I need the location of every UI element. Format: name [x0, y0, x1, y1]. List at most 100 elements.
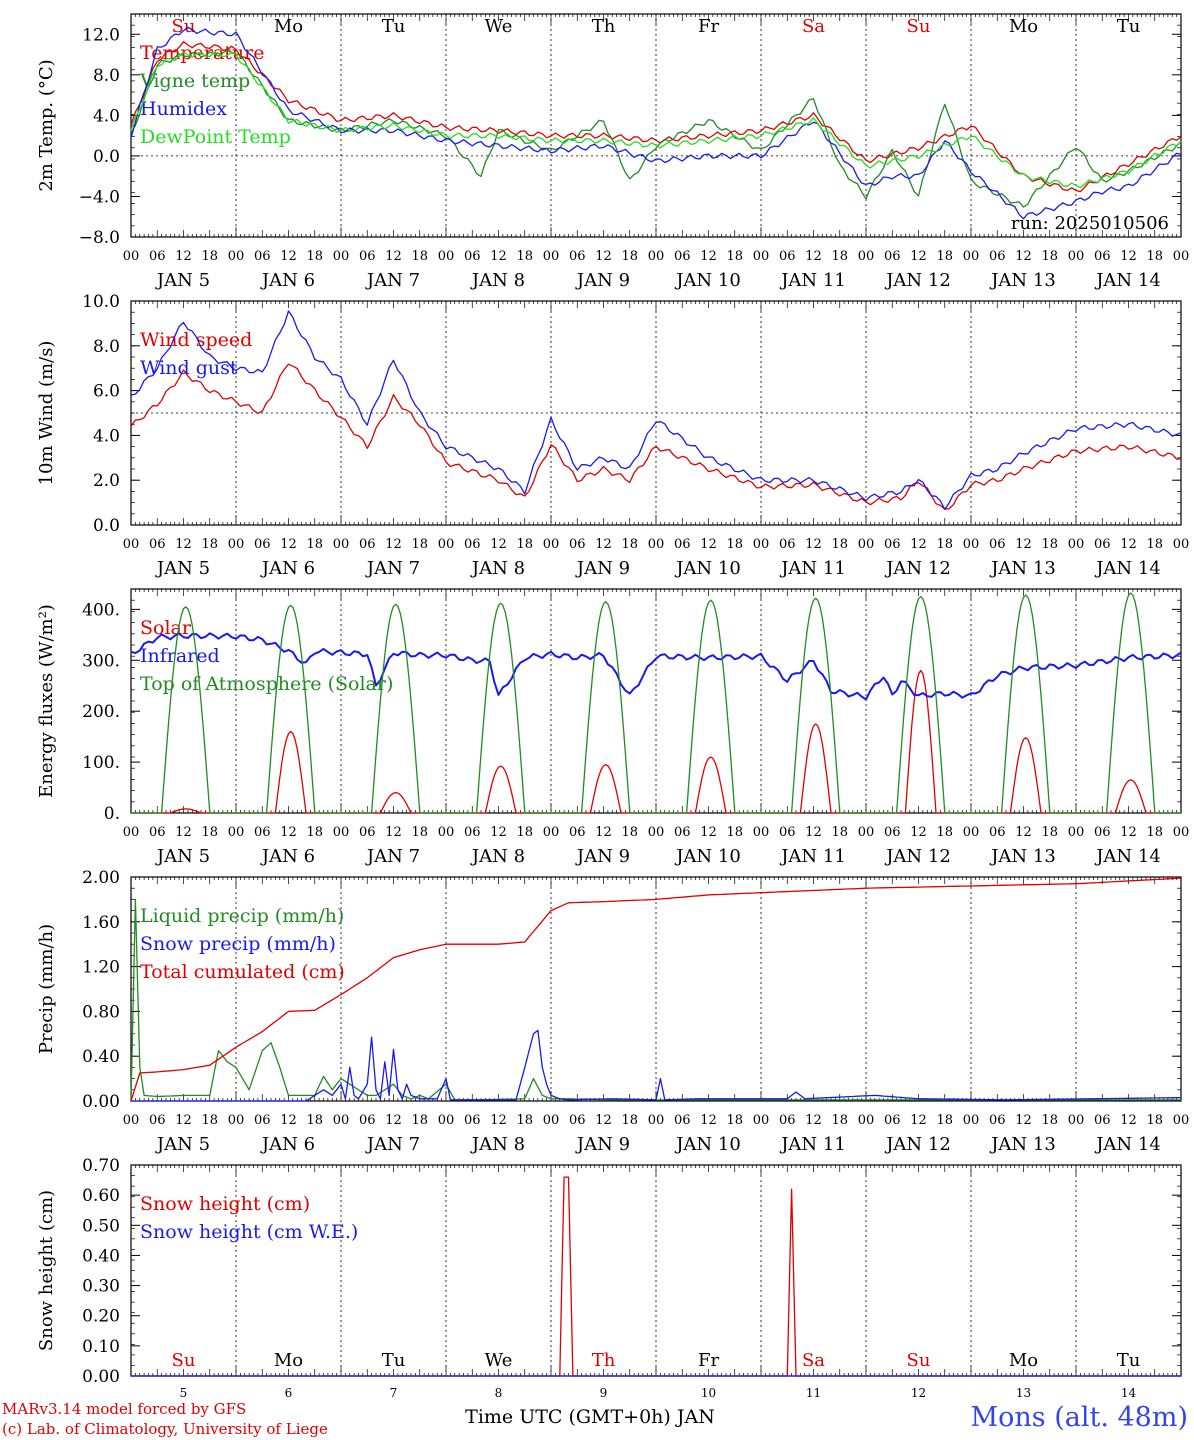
panel-2-ytick-label: 8.0 [93, 337, 120, 357]
panel-1-legend-3: DewPoint Temp [140, 126, 291, 148]
panel-3-hour-label: 00 [753, 825, 770, 840]
panel-3-hour-label: 00 [648, 825, 665, 840]
panel-2-date-label: JAN 11 [779, 558, 846, 579]
panel-4-hour-label: 00 [1068, 1113, 1085, 1128]
panel-5-day-number: 11 [806, 1386, 821, 1400]
panel-1-hour-label: 00 [858, 249, 875, 264]
panel-5-day-number: 14 [1121, 1386, 1137, 1400]
panel-5-ytick-label: 0.40 [82, 1246, 120, 1266]
panel-1-hour-label: 18 [201, 249, 218, 264]
panel-3-hour-label: 00 [1173, 825, 1190, 840]
panel-1-hour-label: 06 [464, 249, 481, 264]
panel-4-hour-label: 18 [726, 1113, 743, 1128]
panel-3-ytick-label: 100. [82, 753, 120, 773]
panel-3-date-label: JAN 7 [365, 846, 420, 867]
panel-1-date-label: JAN 14 [1094, 270, 1161, 291]
panel-3-hour-label: 06 [359, 825, 376, 840]
panel-2-series-wind-speed [130, 363, 1182, 510]
panel-4-hour-label: 12 [1120, 1113, 1137, 1128]
panel-4-hour-label: 00 [963, 1113, 980, 1128]
panel-1-ylabel: 2m Temp. (°C) [36, 59, 57, 191]
panel-3-hour-label: 06 [149, 825, 166, 840]
panel-3-hour-label: 18 [411, 825, 428, 840]
panel-4-hour-label: 12 [805, 1113, 822, 1128]
panel-1-hour-label: 06 [989, 249, 1006, 264]
panel-2-hour-label: 06 [254, 537, 271, 552]
panel-2-series-wind-gust [130, 310, 1182, 510]
panel-3-hour-label: 12 [280, 825, 297, 840]
panel-1-hour-label: 00 [228, 249, 245, 264]
panel-1-date-label: JAN 13 [989, 270, 1056, 291]
panel-4-hour-label: 06 [884, 1113, 901, 1128]
panel-2-legend-1: Wind gust [140, 357, 238, 379]
panel-4-legend-0: Liquid precip (mm/h) [140, 905, 344, 927]
panel-4-ytick-label: 0.40 [82, 1047, 120, 1067]
panel-5-day-name: Fr [698, 1350, 719, 1371]
panel-3-date-label: JAN 13 [989, 846, 1056, 867]
panel-3-hour-label: 12 [805, 825, 822, 840]
panel-3-date-label: JAN 6 [260, 846, 315, 867]
panel-2-hour-label: 12 [1015, 537, 1032, 552]
panel-1-day-name: We [485, 16, 513, 37]
panel-2-hour-label: 00 [648, 537, 665, 552]
panel-4-hour-label: 18 [1041, 1113, 1058, 1128]
panel-5-day-name: We [485, 1350, 513, 1371]
panel-5-xlabel: Time UTC (GMT+0h) JAN [465, 1406, 715, 1428]
panel-2-hour-label: 18 [936, 537, 953, 552]
panel-1-date-label: JAN 9 [575, 270, 630, 291]
panel-1-legend-1: Vigne temp [139, 70, 250, 92]
panel-3-hour-label: 12 [1015, 825, 1032, 840]
panel-1-date-label: JAN 7 [365, 270, 420, 291]
panel-2-hour-label: 06 [989, 537, 1006, 552]
panel-4-ytick-label: 1.20 [82, 958, 120, 978]
panel-2-hour-label: 12 [280, 537, 297, 552]
panel-4-hour-label: 18 [306, 1113, 323, 1128]
panel-4-hour-label: 06 [149, 1113, 166, 1128]
panel-4-hour-label: 12 [385, 1113, 402, 1128]
panel-1-hour-label: 06 [779, 249, 796, 264]
panel-5-ytick-label: 0.70 [82, 1156, 120, 1176]
panel-1-day-name: Su [907, 16, 931, 37]
panel-2-hour-label: 12 [385, 537, 402, 552]
panel-3-hour-label: 18 [516, 825, 533, 840]
panel-4-hour-label: 18 [1146, 1113, 1163, 1128]
panel-3-date-label: JAN 11 [779, 846, 846, 867]
panel-3-series-top-of-atmosphere-solar [131, 592, 1181, 814]
panel-2-hour-label: 06 [1094, 537, 1111, 552]
panel-1-hour-label: 18 [621, 249, 638, 264]
panel-1-hour-label: 00 [1068, 249, 1085, 264]
panel-3-hour-label: 06 [989, 825, 1006, 840]
panel-4-hour-label: 12 [595, 1113, 612, 1128]
panel-1-hour-label: 12 [700, 249, 717, 264]
panel-2-ytick-label: 10.0 [82, 292, 120, 312]
panel-3-date-label: JAN 12 [884, 846, 951, 867]
panel-1-date-label: JAN 11 [779, 270, 846, 291]
panel-3-ytick-label: 200. [82, 702, 120, 722]
panel-4-date-label: JAN 11 [779, 1134, 846, 1155]
panel-4-hour-label: 12 [490, 1113, 507, 1128]
panel-3-hour-label: 18 [726, 825, 743, 840]
panel-2-hour-label: 12 [175, 537, 192, 552]
panel-4-date-label: JAN 6 [260, 1134, 315, 1155]
panel-1-series-humidex [130, 26, 1182, 220]
panel-1-ytick-label: 8.0 [93, 66, 120, 86]
panel-5-day-number: 7 [390, 1386, 398, 1400]
panel-3-hour-label: 18 [306, 825, 323, 840]
panel-1-hour-label: 12 [595, 249, 612, 264]
panel-3-date-label: JAN 9 [575, 846, 630, 867]
panel-4-hour-label: 06 [674, 1113, 691, 1128]
panel-5-ytick-label: 0.60 [82, 1186, 120, 1206]
panel-1-hour-label: 12 [1120, 249, 1137, 264]
panel-2-hour-label: 00 [543, 537, 560, 552]
panel-1-hour-label: 00 [333, 249, 350, 264]
panel-5-ytick-label: 0.00 [82, 1367, 120, 1387]
panel-4-hour-label: 12 [700, 1113, 717, 1128]
panel-1-hour-label: 06 [674, 249, 691, 264]
panel-1-ytick-label: 0.0 [93, 147, 120, 167]
panel-2-ytick-label: 0.0 [93, 516, 120, 536]
panel-1-hour-label: 12 [280, 249, 297, 264]
panel-3-hour-label: 18 [831, 825, 848, 840]
panel-4-hour-label: 06 [1094, 1113, 1111, 1128]
panel-4-hour-label: 06 [254, 1113, 271, 1128]
panel-4-ytick-label: 0.80 [82, 1002, 120, 1022]
